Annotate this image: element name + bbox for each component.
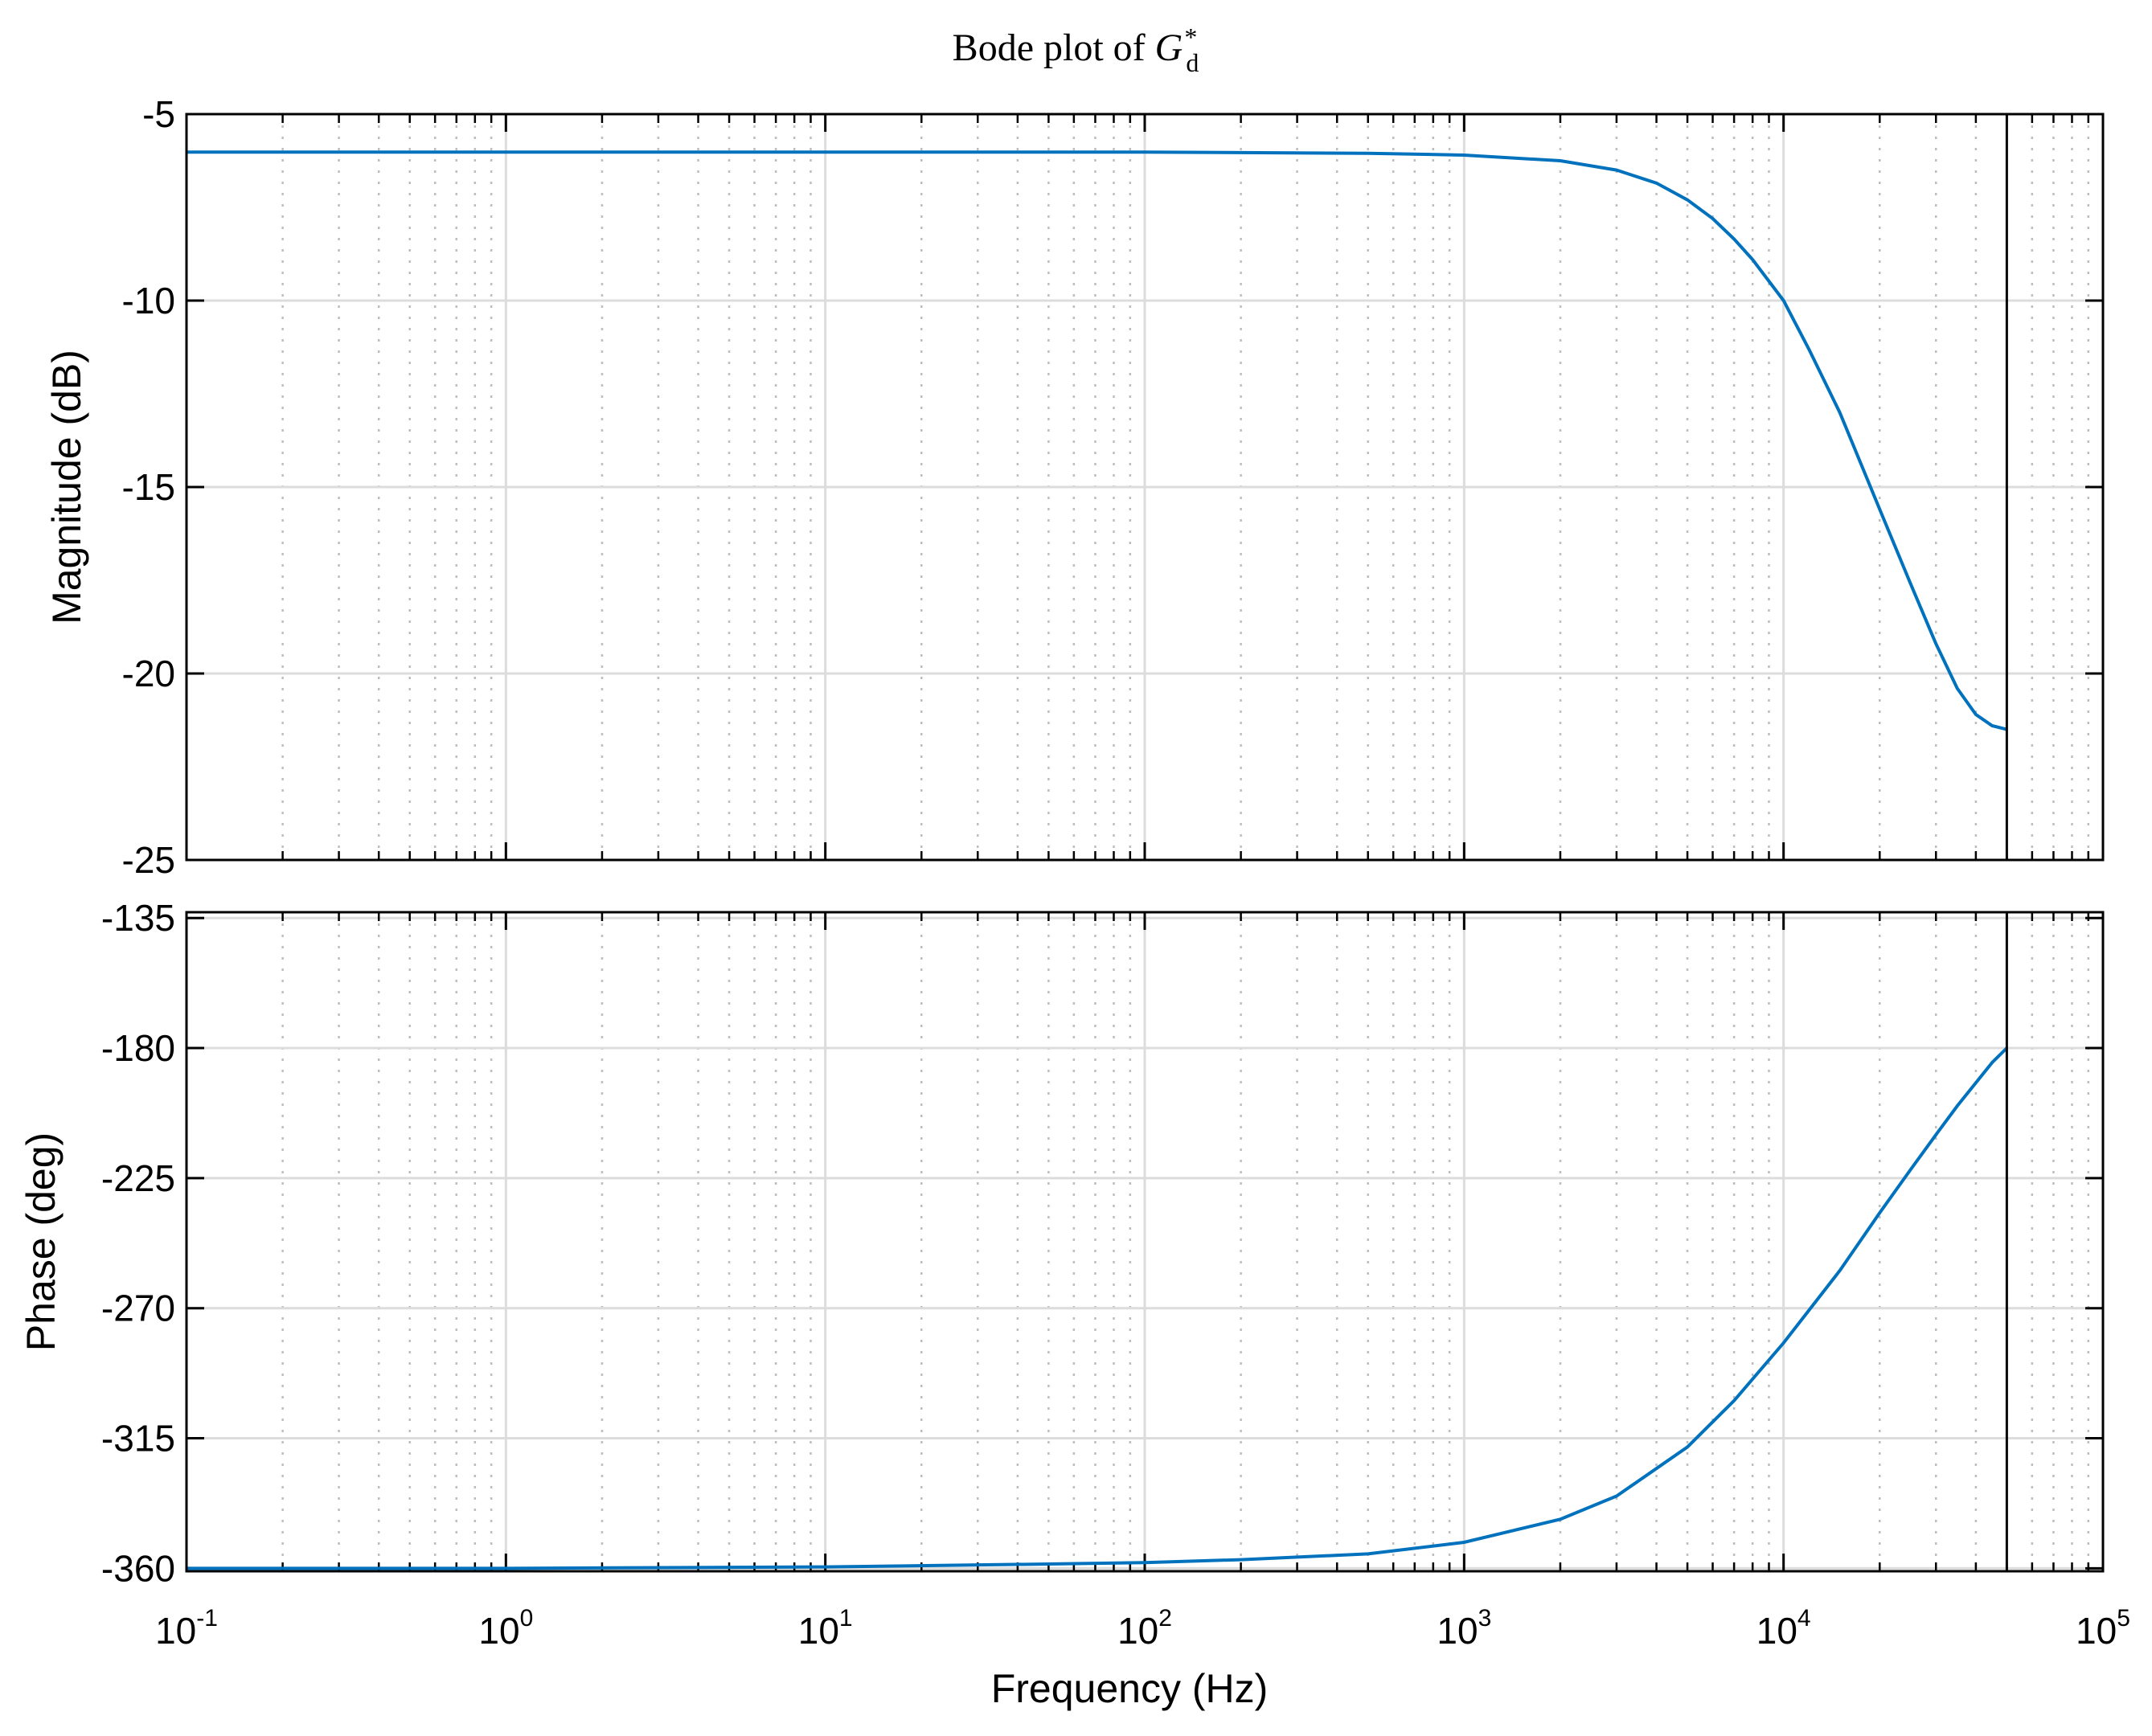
phase-y-tick-label: -270 [101, 1288, 175, 1329]
magnitude-panel: -5 -10 -15 -20 -25 Magnitude (dB) [44, 93, 2105, 881]
magnitude-y-axis-label: Magnitude (dB) [44, 350, 89, 624]
phase-axes-box [185, 911, 2105, 1573]
magnitude-y-tick-label: -10 [122, 280, 175, 321]
phase-y-tick-labels: -135 -180 -225 -270 -315 -360 [101, 897, 175, 1589]
x-tick-label: 104 [1756, 1605, 1811, 1652]
x-tick-label: 100 [478, 1605, 533, 1652]
phase-y-tick-label: -135 [101, 897, 175, 939]
phase-y-tick-label: -360 [101, 1547, 175, 1589]
x-tick-label: 101 [798, 1605, 853, 1652]
magnitude-series-line [187, 150, 2007, 731]
magnitude-y-tick-label: -20 [122, 653, 175, 694]
magnitude-y-tick-label: -15 [122, 466, 175, 508]
phase-y-tick-label: -225 [101, 1157, 175, 1199]
chart-title-superscript: * [1184, 23, 1197, 51]
chart-title-prefix: Bode plot of [953, 27, 1155, 69]
x-tick-label: 103 [1437, 1605, 1491, 1652]
phase-y-tick-label: -180 [101, 1027, 175, 1069]
chart-title-subscript: d [1186, 48, 1199, 77]
x-axis-label: Frequency (Hz) [991, 1666, 1269, 1711]
x-tick-labels: 10-1 100 101 102 103 104 105 [155, 1605, 2130, 1652]
phase-y-tick-label: -315 [101, 1418, 175, 1460]
phase-panel: -135 -180 -225 -270 -315 -360 Phase (deg) [18, 897, 2105, 1589]
chart-title-symbol: G [1155, 27, 1183, 69]
phase-y-axis-label: Phase (deg) [18, 1132, 64, 1351]
x-tick-label: 102 [1117, 1605, 1172, 1652]
magnitude-axes-box [185, 113, 2105, 862]
magnitude-y-tick-label: -25 [122, 839, 175, 881]
phase-ticks [185, 912, 2103, 1571]
x-tick-label: 10-1 [155, 1605, 218, 1652]
magnitude-y-tick-labels: -5 -10 -15 -20 -25 [122, 93, 175, 881]
phase-series-line [187, 1046, 2008, 1570]
x-tick-label: 105 [2076, 1605, 2130, 1652]
magnitude-ticks [185, 113, 2103, 862]
magnitude-y-tick-label: -5 [142, 93, 175, 135]
chart-title: Bode plot of G* d [953, 23, 1199, 77]
